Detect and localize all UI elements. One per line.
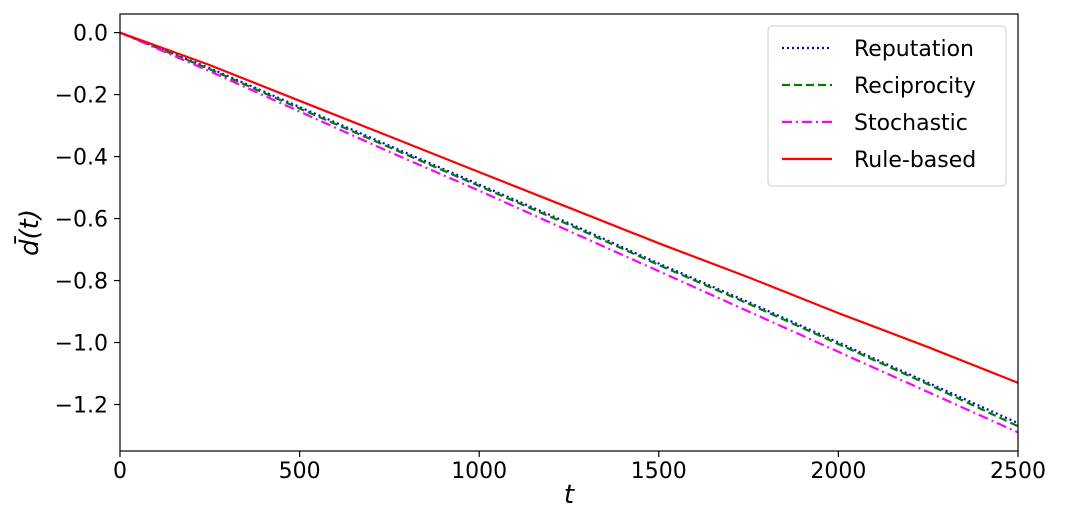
x-tick-label: 0: [113, 459, 127, 484]
y-tick-label: −1.0: [55, 332, 108, 357]
series-layer: [119, 31, 1019, 434]
y-axis: 0.0 −0.2 −0.4 −0.6 −0.8 −1.0 −1.2: [55, 22, 120, 419]
x-tick-label: 2500: [990, 459, 1046, 484]
y-tick-label: −0.2: [55, 84, 108, 109]
plot-frame: [119, 13, 1019, 452]
x-tick-label: 2000: [810, 459, 866, 484]
series-line-rule-based: [119, 31, 1019, 384]
y-tick-label: −0.4: [55, 146, 108, 171]
legend-label: Reputation: [854, 37, 974, 62]
legend-label: Reciprocity: [854, 74, 976, 99]
legend-label: Stochastic: [854, 111, 968, 136]
x-axis-label: t: [564, 480, 575, 510]
legend: Reputation Reciprocity Stochastic Rule-base…: [767, 25, 1007, 187]
legend-box: [767, 25, 1007, 187]
legend-label: Rule-based: [854, 148, 976, 173]
series-line-stochastic: [119, 31, 1019, 434]
x-axis: 0 500 1000 1500 2000 2500: [113, 451, 1046, 484]
y-tick-label: −1.2: [55, 394, 108, 419]
x-tick-label: 1000: [451, 459, 507, 484]
y-tick-label: −0.8: [55, 270, 108, 295]
y-tick-label: −0.6: [55, 208, 108, 233]
x-tick-label: 500: [279, 459, 321, 484]
series-line-reciprocity: [119, 31, 1019, 428]
y-axis-label: d̄(t): [13, 209, 45, 256]
series-line-reputation: [119, 31, 1019, 425]
y-tick-label: 0.0: [73, 22, 108, 47]
x-tick-label: 1500: [631, 459, 687, 484]
